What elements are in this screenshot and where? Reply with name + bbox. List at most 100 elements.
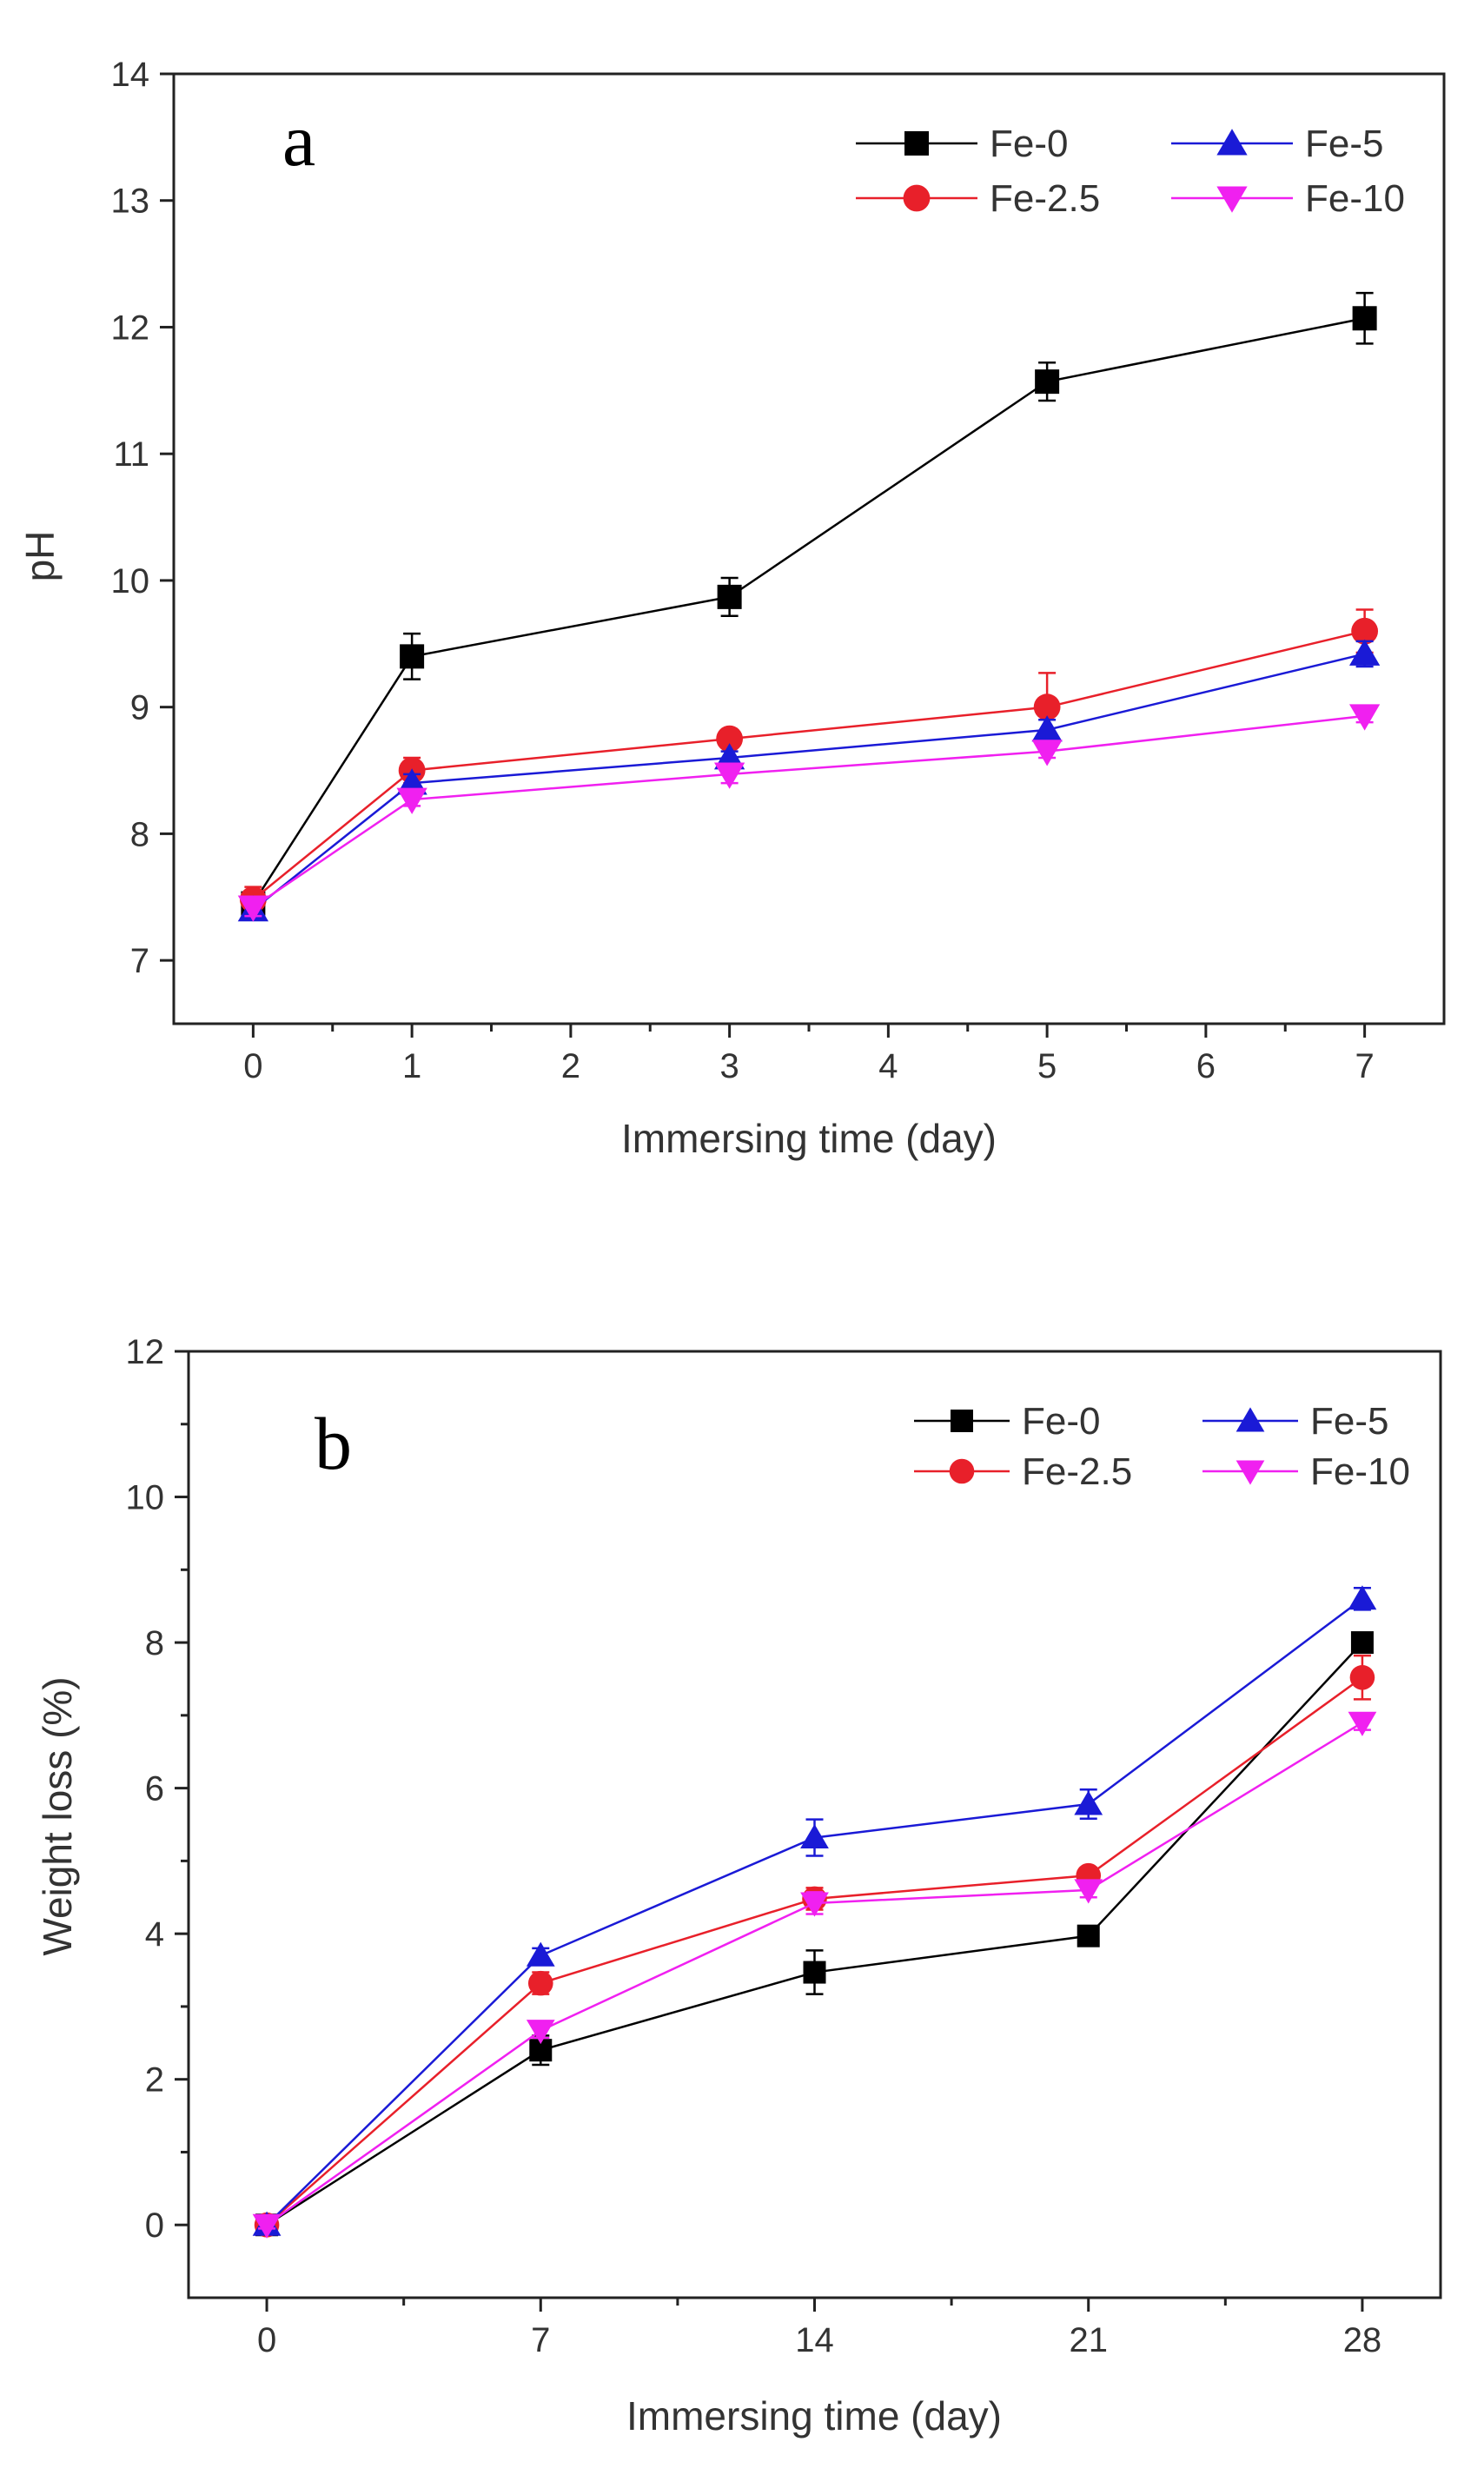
data-point [1349, 1664, 1375, 1690]
series-fe-5 [237, 639, 1381, 922]
y-tick-label: 9 [130, 689, 149, 727]
data-point [1348, 1585, 1377, 1610]
y-tick-label: 10 [126, 1479, 165, 1517]
x-tick-label: 6 [1196, 1047, 1216, 1085]
legend-item: Fe-2.5 [914, 1450, 1132, 1493]
data-point [252, 2213, 282, 2239]
x-axis-title: Immersing time (day) [626, 2393, 1002, 2439]
x-tick-label: 1 [402, 1047, 421, 1085]
plot-frame [172, 72, 1446, 1025]
data-point [1348, 704, 1381, 731]
legend-item: Fe-2.5 [856, 177, 1100, 220]
y-tick-label: 8 [130, 815, 149, 853]
legend-label: Fe-2.5 [990, 177, 1100, 220]
legend-item: Fe-10 [1171, 177, 1405, 220]
x-tick-label: 0 [243, 1047, 262, 1085]
data-point [526, 1941, 555, 1967]
data-point [1077, 1924, 1100, 1947]
data-point [400, 644, 425, 669]
legend-marker [1236, 1407, 1265, 1432]
data-point [1348, 639, 1381, 666]
legend-item: Fe-5 [1202, 1400, 1388, 1443]
legend-marker [951, 1410, 973, 1432]
legend-marker [949, 1458, 975, 1484]
x-axis-title: Immersing time (day) [621, 1116, 997, 1161]
y-tick-label: 0 [145, 2206, 164, 2245]
x-tick-label: 7 [1355, 1047, 1375, 1085]
legend-item: Fe-0 [914, 1400, 1100, 1443]
legend-label: Fe-5 [1305, 123, 1383, 165]
series-fe-0 [255, 1631, 1374, 2237]
legend-item: Fe-5 [1171, 123, 1383, 165]
y-tick-label: 12 [111, 309, 150, 347]
data-point [1031, 715, 1063, 742]
legend-item: Fe-0 [856, 123, 1068, 165]
data-point [1351, 617, 1379, 645]
data-point [527, 1970, 553, 1996]
y-tick-label: 8 [145, 1624, 164, 1662]
series-fe-0 [241, 291, 1377, 916]
chart-panel-b: 0 7 14 21 28 0 2 4 6 8 10 12 Immersing time (day) Wei… [35, 1333, 1442, 2439]
data-point [1350, 1631, 1374, 1655]
data-point [1348, 1711, 1377, 1736]
x-tick-label: 0 [257, 2321, 276, 2359]
series-fe-0-line [252, 317, 1365, 905]
data-point [800, 1823, 829, 1849]
legend-marker [1236, 1460, 1265, 1485]
x-tick-label: 4 [878, 1047, 898, 1085]
legend-label: Fe-0 [1022, 1400, 1100, 1443]
series-fe-10 [237, 704, 1381, 922]
data-point [526, 2020, 555, 2045]
data-point [800, 1892, 829, 1917]
series-fe-10 [252, 1711, 1377, 2239]
x-tick-label: 3 [720, 1047, 739, 1085]
legend-label: Fe-5 [1310, 1400, 1388, 1443]
data-point [713, 762, 745, 789]
x-tick-label: 21 [1069, 2321, 1108, 2359]
legend-marker [1216, 186, 1248, 213]
y-tick-label: 13 [111, 182, 150, 221]
legend-label: Fe-2.5 [1022, 1450, 1132, 1493]
series-fe-2-5 [254, 1654, 1375, 2238]
data-point [1033, 693, 1061, 721]
data-point [717, 584, 742, 609]
data-point [1031, 740, 1063, 766]
x-tick-label: 5 [1037, 1047, 1057, 1085]
y-axis-title: Weight loss (%) [35, 1676, 80, 1955]
series-fe-5-line [252, 653, 1365, 911]
data-point [1074, 1790, 1103, 1815]
x-tick-label: 7 [531, 2321, 550, 2359]
legend-marker [903, 184, 931, 212]
y-tick-label: 7 [130, 942, 149, 980]
series-fe-5 [252, 1585, 1377, 2236]
panel-label: a [282, 98, 315, 182]
data-point [1352, 306, 1377, 331]
legend-marker [1216, 129, 1248, 156]
legend-marker [904, 131, 929, 156]
legend-label: Fe-0 [990, 123, 1068, 165]
data-point [716, 725, 744, 753]
legend-label: Fe-10 [1305, 177, 1405, 220]
y-tick-label: 10 [111, 562, 150, 601]
x-tick-label: 14 [795, 2321, 834, 2359]
data-point [237, 895, 269, 922]
y-tick-label: 2 [145, 2061, 164, 2100]
data-point [1074, 1879, 1103, 1904]
series-fe-2-5 [239, 608, 1379, 914]
x-tick-label: 28 [1343, 2321, 1382, 2359]
y-tick-label: 12 [126, 1333, 165, 1371]
legend-item: Fe-10 [1202, 1450, 1410, 1493]
x-tick-label: 2 [561, 1047, 580, 1085]
y-tick-label: 4 [145, 1915, 164, 1954]
data-point [396, 787, 427, 814]
series-fe-10-line [252, 714, 1365, 908]
data-point [803, 1961, 826, 1984]
series-fe-0-line [266, 1642, 1363, 2226]
y-tick-label: 6 [145, 1770, 164, 1808]
data-point [1035, 369, 1060, 395]
y-axis-title: pH [17, 531, 63, 582]
y-tick-label: 14 [111, 56, 150, 94]
legend-label: Fe-10 [1310, 1450, 1410, 1493]
